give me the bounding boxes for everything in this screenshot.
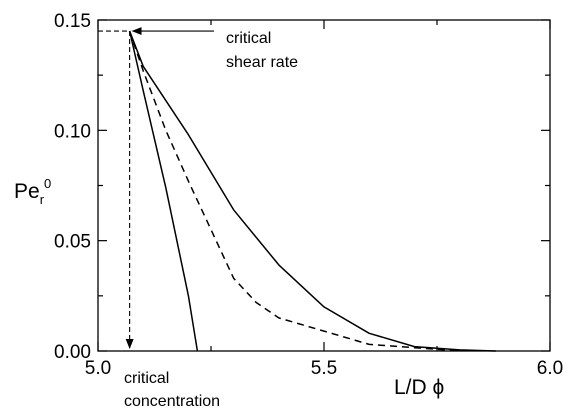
annotation-shear-rate-line2: shear rate <box>226 54 298 71</box>
series-line-3-solid <box>128 30 496 352</box>
series-group <box>128 30 496 352</box>
y-tick-label: 0.10 <box>54 121 91 142</box>
annotation-group <box>98 27 214 349</box>
y-axis-label: Per0 <box>14 176 51 207</box>
x-tick-label: 5.5 <box>311 358 337 379</box>
series-line-2-dashed <box>128 30 460 352</box>
y-tick-label: 0.15 <box>54 11 91 32</box>
annotation-concentration-line1: critical <box>124 370 169 387</box>
annotation-shear-rate-line1: critical <box>226 30 271 47</box>
x-axis-label: L/D ϕ <box>394 376 444 399</box>
x-axis-ticks: 5.0 5.5 6.0 <box>85 20 563 379</box>
x-tick-label: 5.0 <box>85 358 111 379</box>
y-axis-ticks: 0.00 0.05 0.10 0.15 <box>54 11 550 363</box>
x-tick-label: 6.0 <box>537 358 563 379</box>
series-line-1-solid <box>128 30 199 352</box>
y-tick-label: 0.05 <box>54 232 91 253</box>
y-tick-label: 0.00 <box>54 342 91 363</box>
annotation-concentration-line2: concentration <box>124 393 220 410</box>
